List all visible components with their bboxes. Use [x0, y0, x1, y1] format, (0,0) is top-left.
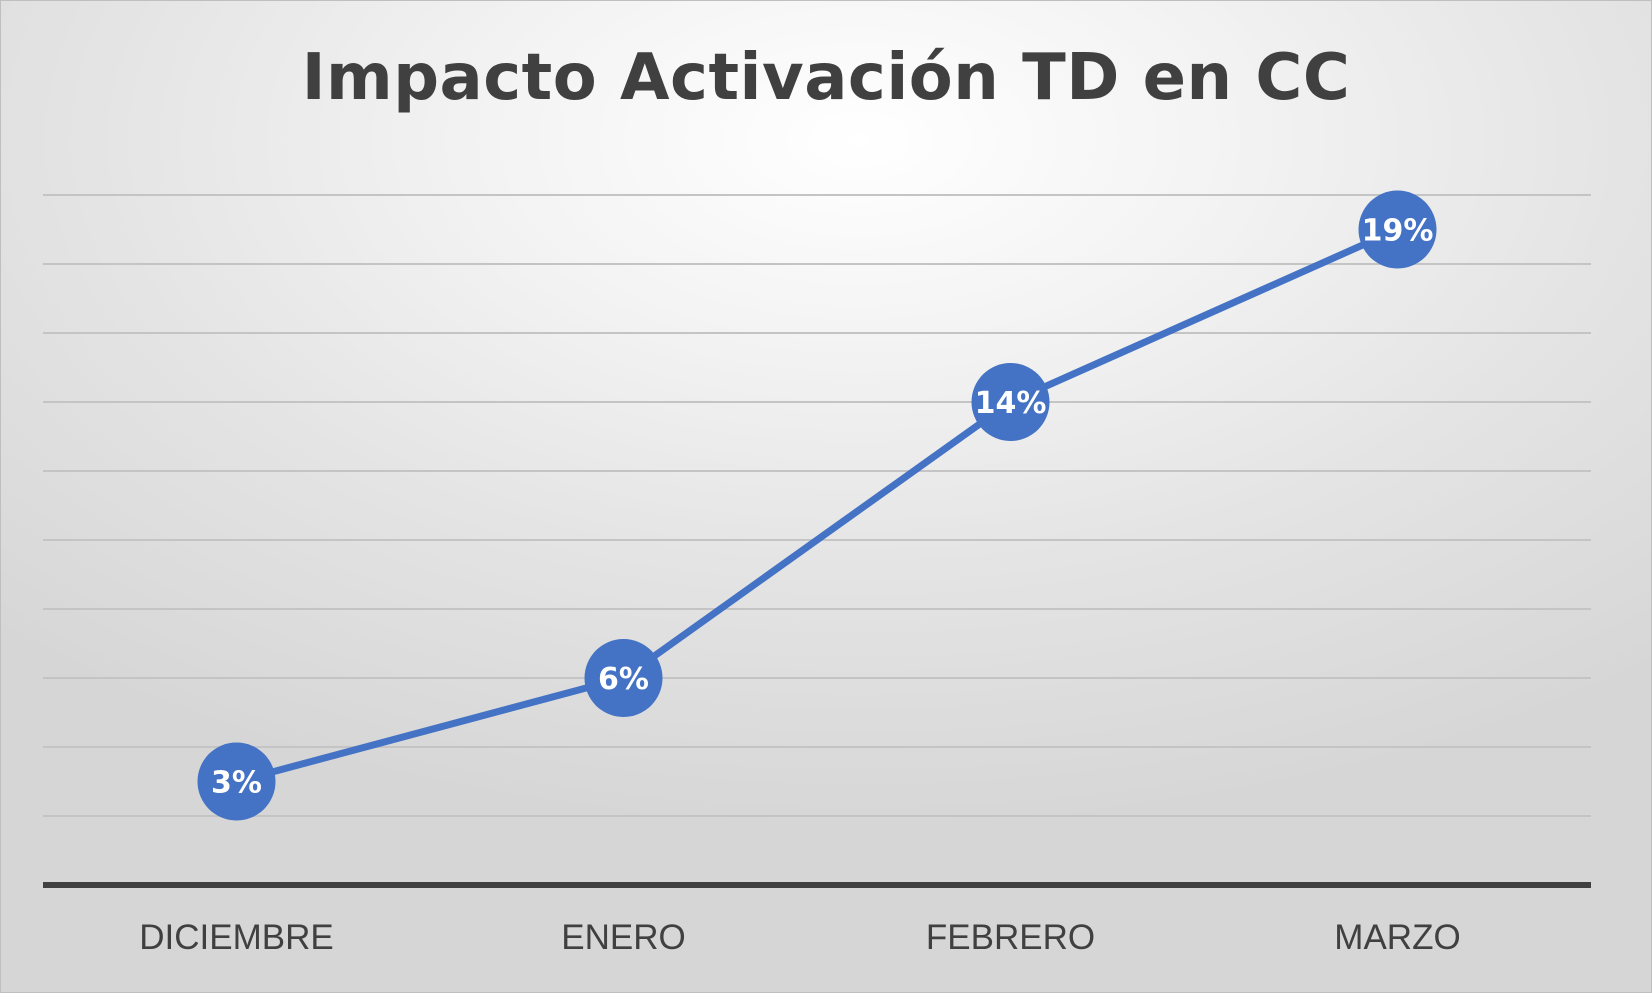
x-tick-label: DICIEMBRE — [139, 918, 333, 957]
chart-title: Impacto Activación TD en CC — [301, 41, 1351, 115]
data-label: 6% — [598, 662, 649, 697]
data-point — [1358, 190, 1437, 269]
series-line — [233, 226, 1401, 785]
x-tick-label: FEBRERO — [926, 918, 1095, 957]
data-label: 14% — [975, 386, 1047, 421]
data-label: 19% — [1362, 214, 1434, 249]
data-point — [971, 363, 1050, 441]
x-tick-label: ENERO — [561, 918, 685, 957]
data-point — [584, 639, 663, 717]
x-tick-label: MARZO — [1334, 918, 1460, 957]
data-point — [197, 742, 276, 821]
data-label: 3% — [211, 766, 262, 801]
